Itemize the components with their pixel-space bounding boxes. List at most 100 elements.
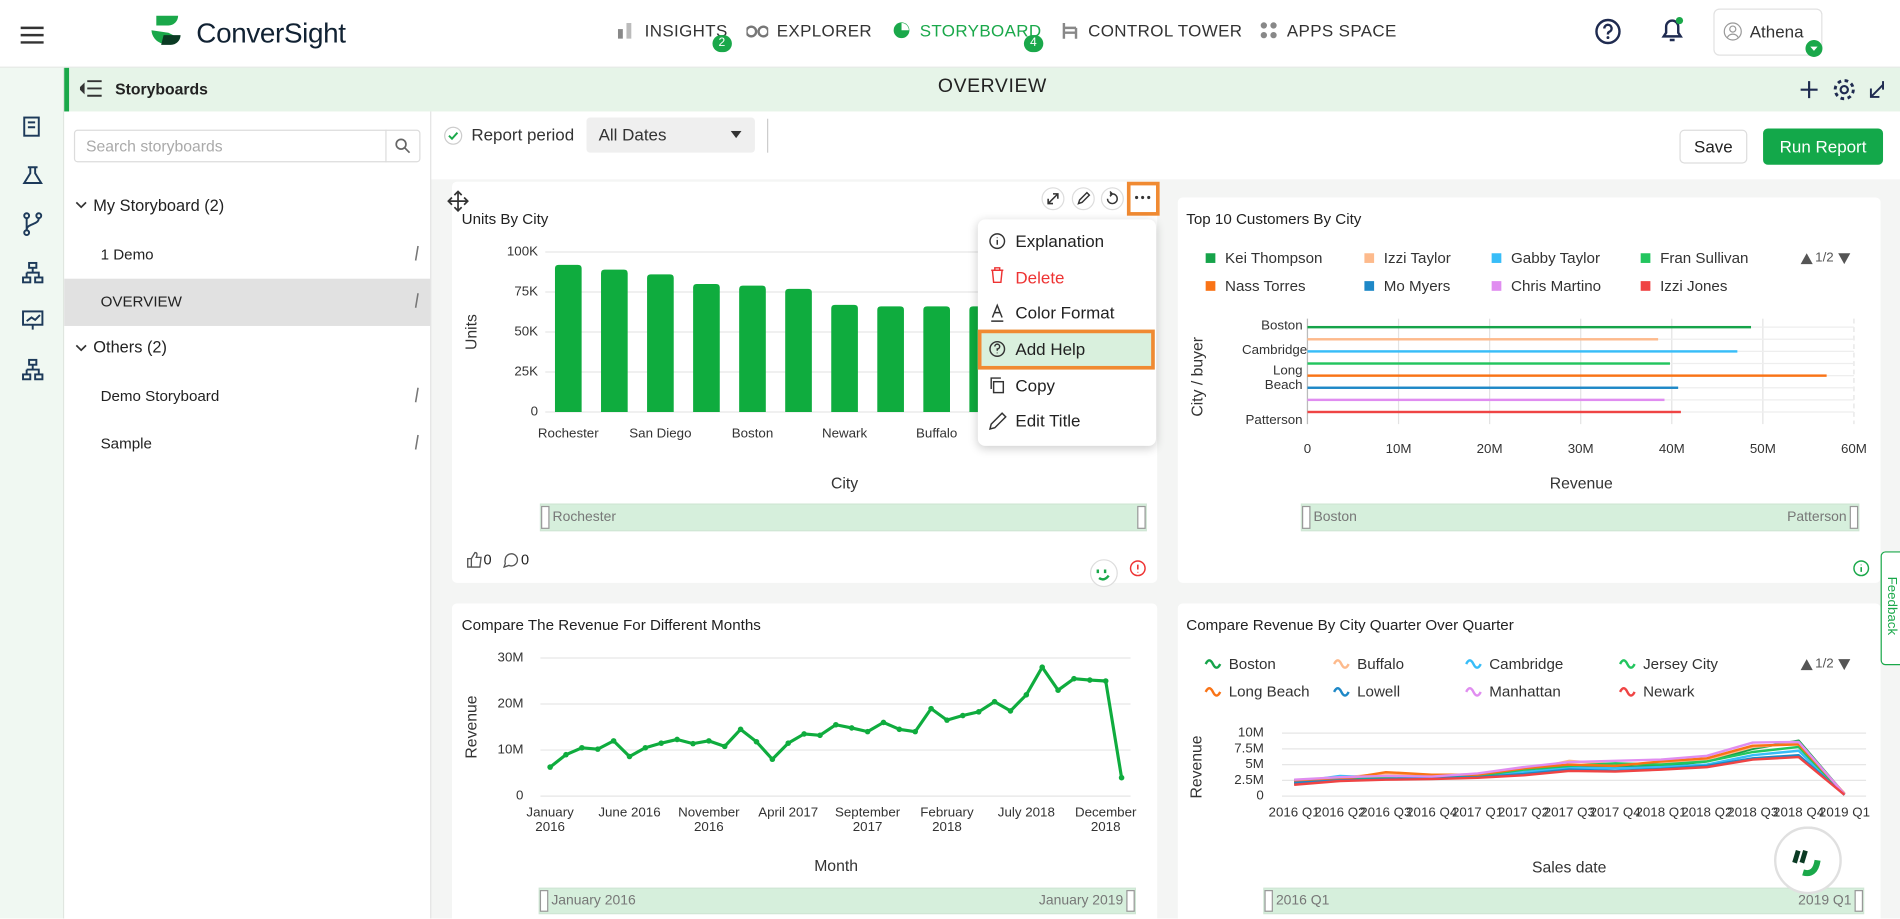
slider-handle xyxy=(1302,505,1311,529)
bar xyxy=(831,304,858,412)
menu-item[interactable]: Explanation xyxy=(1015,231,1105,251)
nav-item[interactable]: EXPLORER xyxy=(776,20,873,40)
widget-actions[interactable] xyxy=(1040,185,1125,212)
sub-header-actions[interactable] xyxy=(1798,78,1890,102)
assistant-button[interactable] xyxy=(1772,826,1845,899)
line-point xyxy=(594,746,601,752)
line-point xyxy=(626,753,633,760)
menu-item[interactable]: Color Format xyxy=(1015,302,1115,323)
legend-swatch xyxy=(1364,253,1375,263)
x-tick-label: 30M xyxy=(1568,441,1594,456)
chevron[interactable] xyxy=(75,344,87,354)
x-tick-label: 10M xyxy=(1386,441,1412,456)
chevron[interactable] xyxy=(75,201,87,211)
nav-icon xyxy=(617,23,632,39)
line-point xyxy=(706,738,712,744)
nav-item[interactable]: APPS SPACE xyxy=(1286,20,1397,40)
line-point xyxy=(975,709,982,715)
slider-handle xyxy=(1264,890,1273,912)
user-name: Athena xyxy=(1749,21,1804,42)
storyboard-item-selected[interactable]: OVERVIEW xyxy=(100,293,182,311)
group-label[interactable]: My Storyboard (2) xyxy=(93,196,225,215)
storyboard-item[interactable]: Sample xyxy=(100,435,152,452)
legend-swatch xyxy=(1465,687,1482,697)
info-icon[interactable] xyxy=(1853,560,1870,577)
storyboard-item[interactable]: 1 Demo xyxy=(100,245,154,263)
line-point xyxy=(864,728,871,735)
nav-item[interactable]: CONTROL TOWER xyxy=(1088,20,1243,40)
bar xyxy=(1307,386,1679,389)
y-tick-label: 0 xyxy=(531,404,538,419)
line-point xyxy=(1023,692,1030,698)
line-point xyxy=(1102,678,1109,684)
group-label[interactable]: Others (2) xyxy=(93,338,167,357)
bar xyxy=(554,264,582,412)
storyboard-item[interactable]: Demo Storyboard xyxy=(100,387,220,405)
slider-handle xyxy=(1137,505,1146,529)
info-icons[interactable] xyxy=(412,245,422,453)
search-icon[interactable] xyxy=(395,138,411,154)
y-tick-label: 20M xyxy=(498,696,524,711)
widget-footer-icons[interactable] xyxy=(1087,556,1155,588)
slider-label: Patterson xyxy=(1787,508,1847,524)
legend-swatch xyxy=(1205,253,1216,263)
line-series xyxy=(1294,755,1846,796)
line-point xyxy=(753,738,760,745)
range-slider xyxy=(539,503,1147,532)
rail-icons[interactable] xyxy=(21,115,45,394)
line-point xyxy=(785,740,792,746)
bar xyxy=(601,269,628,412)
y-tick-label: 0 xyxy=(516,788,523,803)
save-button[interactable]: Save xyxy=(1679,129,1748,164)
menu-item-highlight xyxy=(977,329,1155,370)
page-title: OVERVIEW xyxy=(937,76,1047,97)
search-placeholder: Search storyboards xyxy=(86,136,223,156)
logo-icon xyxy=(151,15,181,45)
bell-icon[interactable] xyxy=(1658,16,1687,45)
run-report-button[interactable]: Run Report xyxy=(1763,128,1884,165)
line-series xyxy=(1294,745,1846,796)
range-slider xyxy=(1263,887,1865,915)
menu-item[interactable]: Add Help xyxy=(1015,339,1086,359)
legend-swatch xyxy=(1618,659,1636,669)
widget-card xyxy=(451,603,1158,919)
menu-item[interactable]: Delete xyxy=(1015,267,1065,288)
move-handle[interactable] xyxy=(447,190,469,213)
line-point xyxy=(960,712,966,719)
slider-handle xyxy=(541,505,550,529)
line-point xyxy=(721,743,728,750)
brand: ConverSight xyxy=(196,16,346,49)
search-box[interactable] xyxy=(73,129,421,163)
nav-item[interactable]: INSIGHTS xyxy=(644,20,728,40)
line-point xyxy=(848,725,855,731)
section-label: Storyboards xyxy=(115,79,208,99)
legend-swatch xyxy=(1491,253,1502,263)
bar xyxy=(647,274,674,412)
help-icon[interactable] xyxy=(1595,18,1622,45)
slider-handle xyxy=(1126,890,1135,912)
legend-swatch xyxy=(1640,253,1651,263)
line-point xyxy=(880,719,887,726)
menu-icon[interactable] xyxy=(20,25,45,44)
line-series xyxy=(1294,743,1846,795)
legend-swatch xyxy=(1465,659,1482,669)
reaction-icons[interactable] xyxy=(467,551,540,569)
menu-item[interactable]: Copy xyxy=(1015,375,1056,396)
line-point xyxy=(833,721,839,728)
top-bar xyxy=(0,0,1900,68)
menu-item[interactable]: Edit Title xyxy=(1015,410,1081,431)
y-tick-label: 7.5M xyxy=(1234,740,1264,755)
feedback-label[interactable]: Feedback xyxy=(1884,576,1899,636)
line-series xyxy=(1294,740,1846,796)
date-dropdown-value: All Dates xyxy=(598,124,667,145)
nav-badge: 2 xyxy=(712,35,732,53)
checkbox[interactable] xyxy=(443,126,463,145)
feedback-tab[interactable] xyxy=(1880,551,1900,666)
nav-item-active[interactable]: STORYBOARD xyxy=(919,20,1042,40)
date-dropdown[interactable] xyxy=(586,117,755,153)
list-icon[interactable] xyxy=(79,80,102,97)
legend-swatch xyxy=(1640,281,1651,291)
legend-swatch xyxy=(1205,281,1216,291)
line-point xyxy=(1087,677,1093,683)
